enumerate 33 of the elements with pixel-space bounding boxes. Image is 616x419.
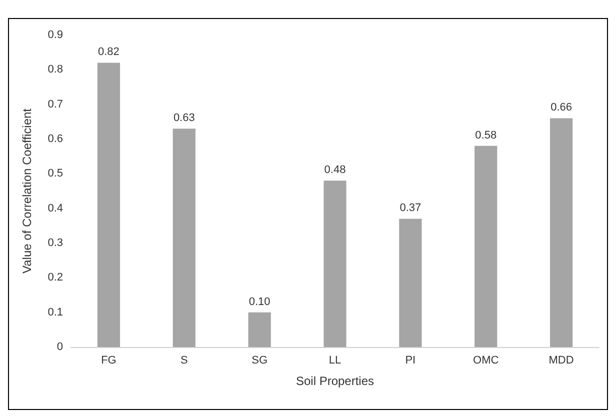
y-tick-label: 0.2 [48, 272, 63, 284]
bar [324, 180, 346, 347]
x-tick-label: OMC [473, 354, 499, 366]
data-label: 0.66 [550, 102, 572, 114]
y-tick-label: 0.9 [48, 29, 63, 41]
data-label: 0.58 [475, 129, 497, 142]
bar [248, 312, 271, 347]
data-label: 0.63 [173, 112, 195, 124]
data-label: 0.10 [248, 296, 270, 308]
y-tick-label: 0.5 [48, 168, 63, 180]
y-tick-label: 0.7 [48, 98, 63, 110]
data-label: 0.48 [324, 164, 346, 176]
x-tick-label: S [180, 354, 188, 366]
bar [550, 118, 573, 347]
y-tick-label: 0.3 [48, 237, 63, 249]
bar [474, 146, 498, 347]
y-axis-title: Value of Correlation Coefficient [20, 108, 34, 274]
bar [172, 128, 196, 347]
bar [399, 218, 422, 347]
bar [97, 62, 120, 347]
y-tick-label: 0.1 [48, 306, 63, 318]
x-tick-label: LL [328, 354, 342, 366]
y-tick-label: 0 [56, 341, 63, 353]
x-tick-label: MDD [548, 354, 574, 366]
y-tick-label: 0.6 [48, 133, 63, 145]
y-tick-label: 0.4 [48, 202, 63, 214]
x-tick-label: SG [252, 354, 268, 366]
data-label: 0.37 [400, 202, 422, 214]
x-axis-title: Soil Properties [296, 374, 374, 388]
x-tick-label: FG [101, 354, 116, 366]
data-label: 0.82 [98, 46, 120, 58]
x-tick-label: PI [405, 354, 416, 366]
y-tick-label: 0.8 [48, 64, 63, 76]
